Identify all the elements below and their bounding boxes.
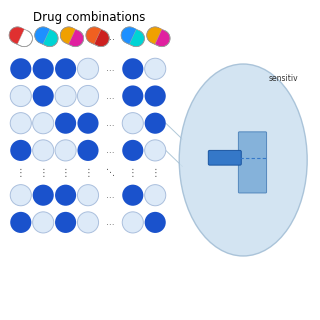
Circle shape (10, 85, 31, 107)
Polygon shape (121, 27, 144, 47)
Circle shape (33, 140, 54, 161)
Circle shape (122, 85, 143, 107)
Circle shape (55, 185, 76, 206)
Polygon shape (9, 27, 32, 47)
Polygon shape (86, 27, 109, 47)
Polygon shape (60, 27, 76, 44)
Circle shape (77, 140, 99, 161)
Text: ⋮: ⋮ (150, 168, 160, 178)
Text: ...: ... (106, 32, 115, 42)
Circle shape (77, 58, 99, 79)
Polygon shape (60, 27, 84, 47)
Circle shape (145, 85, 166, 107)
Circle shape (77, 185, 99, 206)
Circle shape (55, 85, 76, 107)
Ellipse shape (179, 64, 307, 256)
FancyBboxPatch shape (238, 132, 267, 193)
Text: ⋮: ⋮ (61, 168, 70, 178)
Circle shape (10, 140, 31, 161)
Circle shape (33, 85, 54, 107)
Text: ...: ... (106, 119, 115, 128)
Text: sensitiv: sensitiv (268, 74, 298, 83)
Circle shape (145, 212, 166, 233)
Polygon shape (35, 27, 50, 44)
Text: ...: ... (106, 64, 115, 73)
Circle shape (55, 58, 76, 79)
Circle shape (145, 140, 166, 161)
Text: ⋮: ⋮ (16, 168, 26, 178)
Polygon shape (35, 27, 58, 47)
Text: ⋮: ⋮ (83, 168, 93, 178)
Circle shape (77, 113, 99, 134)
Text: ...: ... (106, 191, 115, 200)
Circle shape (33, 185, 54, 206)
Circle shape (77, 212, 99, 233)
Circle shape (145, 58, 166, 79)
Circle shape (10, 212, 31, 233)
Circle shape (33, 113, 54, 134)
Polygon shape (86, 27, 101, 44)
Polygon shape (121, 27, 136, 44)
Circle shape (10, 113, 31, 134)
Circle shape (55, 140, 76, 161)
Text: ...: ... (106, 218, 115, 227)
Text: Drug combinations: Drug combinations (33, 11, 146, 24)
Text: ⋱: ⋱ (106, 168, 115, 177)
FancyBboxPatch shape (208, 150, 241, 165)
Polygon shape (147, 27, 170, 47)
Circle shape (122, 140, 143, 161)
Text: ⋮: ⋮ (128, 168, 138, 178)
Circle shape (77, 85, 99, 107)
Circle shape (145, 185, 166, 206)
Text: ...: ... (106, 146, 115, 155)
Text: ...: ... (106, 92, 115, 100)
Polygon shape (147, 27, 162, 44)
Circle shape (122, 185, 143, 206)
Polygon shape (9, 27, 24, 44)
Circle shape (10, 185, 31, 206)
Text: ⋮: ⋮ (38, 168, 48, 178)
Circle shape (145, 113, 166, 134)
Circle shape (122, 58, 143, 79)
Circle shape (55, 113, 76, 134)
Circle shape (33, 58, 54, 79)
Circle shape (33, 212, 54, 233)
Circle shape (122, 113, 143, 134)
Circle shape (10, 58, 31, 79)
Circle shape (122, 212, 143, 233)
Circle shape (55, 212, 76, 233)
